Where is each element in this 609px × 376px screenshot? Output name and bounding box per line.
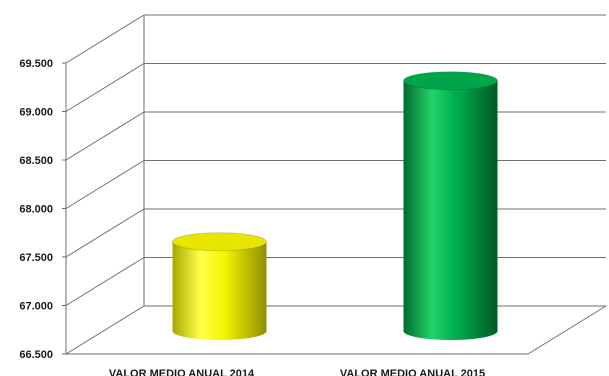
gridline-diagonal [65,111,145,161]
gridline-diagonal [65,63,145,112]
y-tick-label: 69.000 [19,107,53,119]
y-tick-label: 66.500 [19,349,53,361]
axes [62,15,607,355]
bar [172,232,267,340]
bar-top [403,71,498,91]
bar [403,71,498,341]
bars [172,71,498,341]
gridline-diagonal [65,257,145,306]
y-tick-label: 67.500 [19,252,53,264]
y-axis-ticks: 66.500 67.000 67.500 68.000 68.500 69.000 69.5… [19,58,53,361]
bar-top [172,232,267,252]
gridline-diagonal [65,305,145,355]
bar-body [172,241,267,340]
x-axis-labels: VALOR MEDIO ANUAL 2014 VALOR MEDIO ANUAL … [109,368,485,376]
bar-body [403,80,498,341]
x-category-label: VALOR MEDIO ANUAL 2015 [340,368,485,376]
x-category-label: VALOR MEDIO ANUAL 2014 [109,368,255,376]
y-tick-label: 67.000 [19,301,53,313]
y-tick-label: 68.000 [19,204,53,216]
gridlines [65,14,606,355]
gridline-diagonal [65,160,145,209]
y-tick-label: 68.500 [19,155,53,167]
floor-right-edge [527,305,607,355]
gridline-diagonal [65,208,145,258]
gridline-diagonal [65,14,145,64]
y-tick-label: 69.500 [19,58,53,70]
